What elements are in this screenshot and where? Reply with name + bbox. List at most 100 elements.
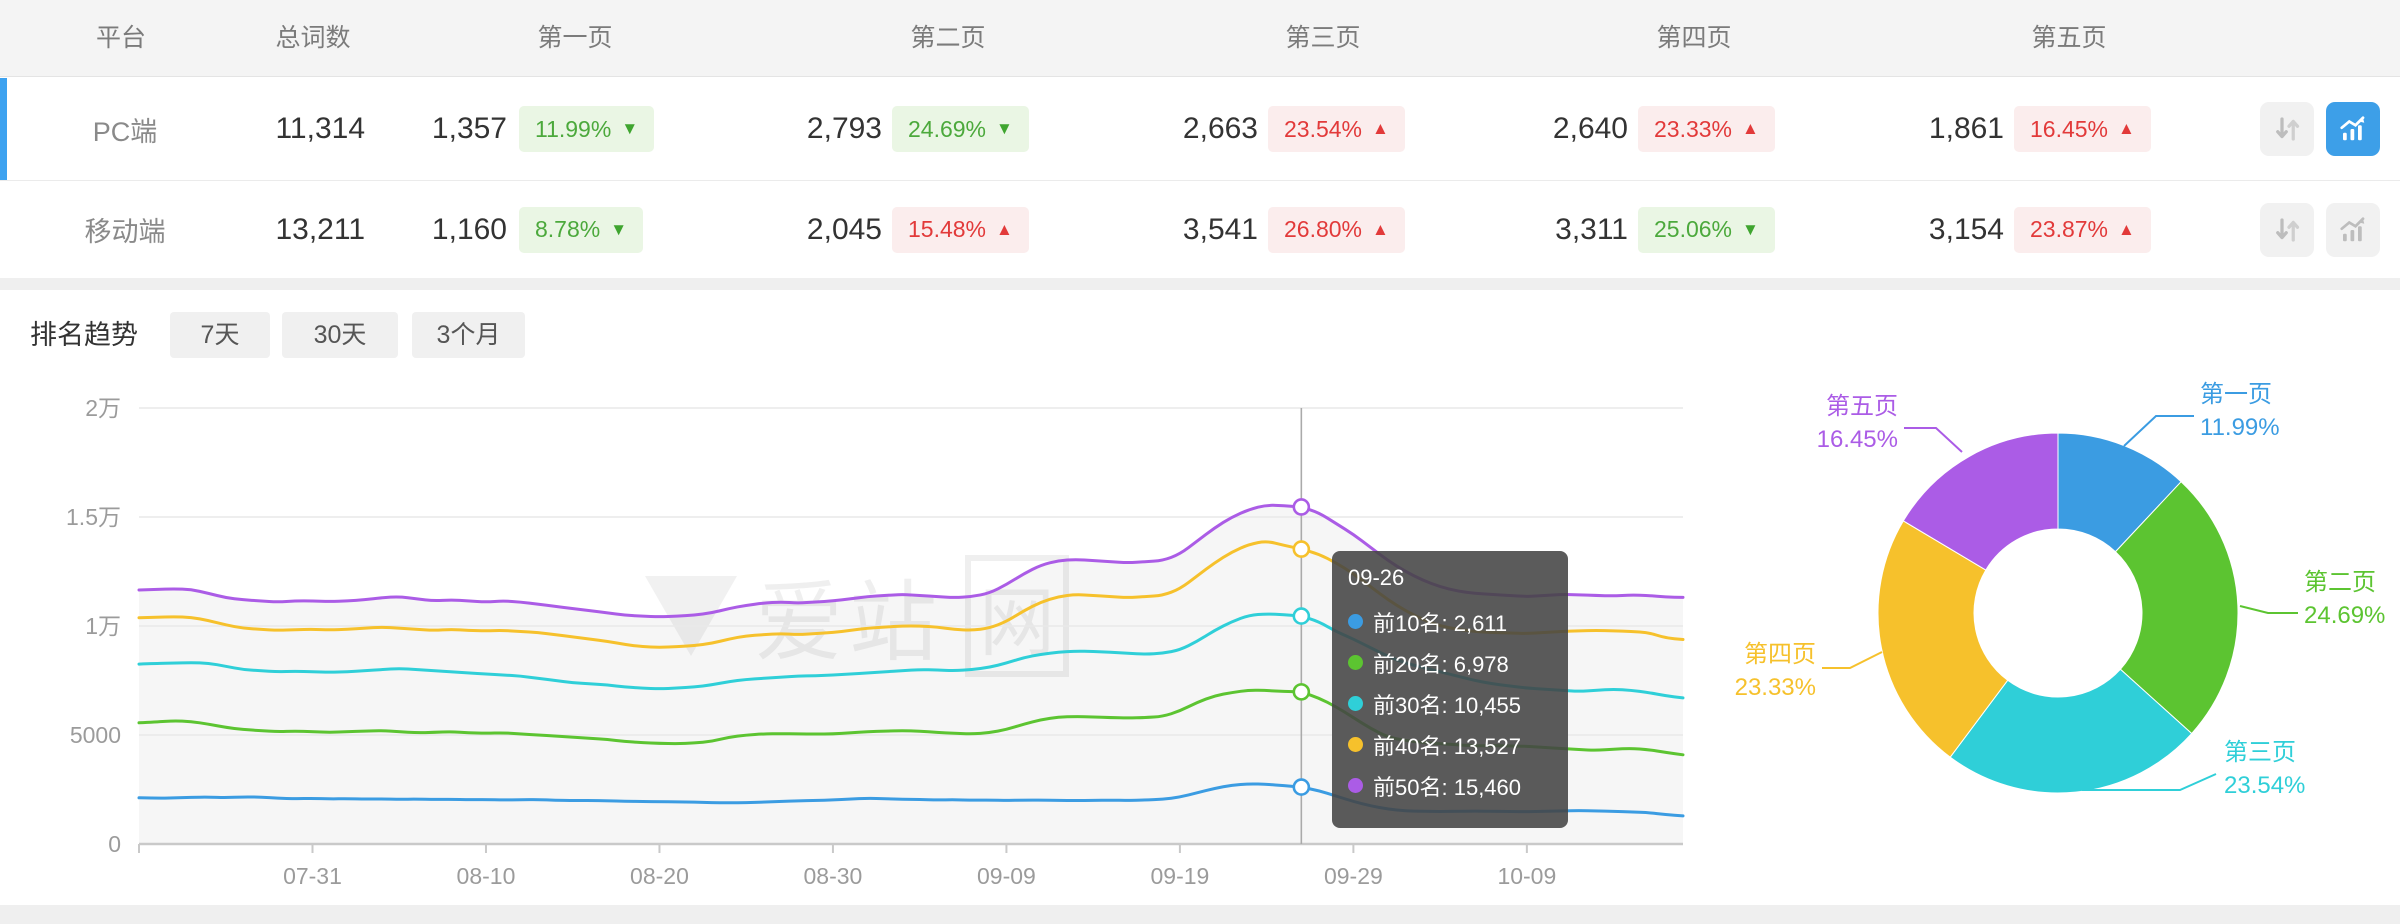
platform-label: PC端 (92, 116, 158, 147)
trend-arrow-icon: ▲ (996, 219, 1013, 239)
page3-count: 3,541 (1182, 212, 1258, 246)
highlight-marker-前20名 (1292, 683, 1311, 701)
y-axis-label: 0 (108, 831, 121, 857)
donut-slice-第三页[interactable] (1949, 668, 2193, 794)
page4-count: 3,311 (1555, 212, 1628, 246)
donut-slice-第四页[interactable] (1877, 520, 2009, 758)
trend-arrow-icon: ▲ (1742, 119, 1759, 138)
tooltip-date: 09-26 (1348, 565, 1405, 590)
watermark: 爱站 网 (645, 552, 1070, 679)
y-axis-label: 5000 (70, 722, 121, 748)
tooltip-text: 前40名: 13,527 (1373, 733, 1522, 759)
page3-count: 2,663 (1182, 112, 1258, 145)
sort-arrows-icon (2276, 117, 2300, 141)
chart-tooltip: 09-26 前10名: 2,611 前20名: 6,978 前30名: 10,4… (1332, 551, 1568, 828)
tooltip-text: 前30名: 10,455 (1373, 692, 1522, 718)
label-text: 第三页 (2224, 739, 2296, 766)
x-axis-label: 07-31 (283, 863, 342, 889)
page5-count: 1,861 (1928, 112, 2004, 145)
page-distribution-donut-chart[interactable] (1720, 290, 2400, 924)
tooltip-text: 前20名: 6,978 (1373, 651, 1509, 677)
watermark-text: 爱站 (755, 573, 944, 672)
label-pct: 16.45% (1816, 426, 1898, 453)
pct-text: 23.87% (2030, 216, 2109, 242)
highlight-marker-前50名 (1292, 498, 1311, 516)
col-header-page3: 第三页 (1285, 24, 1361, 52)
trend-section-title: 排名趋势 (30, 320, 138, 350)
selected-row-indicator (0, 78, 7, 180)
tab-30days[interactable]: 30天 (282, 312, 398, 358)
x-axis-label: 08-30 (804, 863, 863, 889)
donut-label-page1: 第一页 11.99% (2200, 378, 2280, 444)
page5-count: 3,154 (1928, 212, 2004, 246)
trend-chart-button-active[interactable] (2326, 102, 2380, 156)
series-dot-icon (1348, 655, 1363, 670)
pct-text: 8.78% (535, 216, 601, 242)
label-text: 第一页 (2200, 381, 2272, 408)
page1-pct-badge: 8.78% ▼ (519, 206, 644, 253)
tooltip-text: 前50名: 15,460 (1373, 774, 1522, 800)
platform-label: 移动端 (84, 217, 166, 247)
y-axis-label: 1万 (85, 613, 121, 639)
label-connector-第一页 (2123, 415, 2194, 447)
trend-chart-button[interactable] (2326, 203, 2380, 257)
table-header: 平台 总词数 第一页 第二页 第三页 第四页 第五页 (0, 0, 2400, 77)
series-dot-icon (1348, 614, 1363, 629)
x-axis-label: 08-10 (457, 863, 516, 889)
tab-7days[interactable]: 7天 (170, 312, 270, 358)
pct-text: 24.69% (908, 115, 987, 142)
x-axis-label: 10-09 (1497, 863, 1556, 889)
tab-3months[interactable]: 3个月 (412, 312, 525, 358)
x-axis-label: 08-20 (630, 863, 689, 889)
highlight-marker-前40名 (1292, 540, 1311, 558)
compare-button[interactable] (2260, 102, 2314, 156)
page4-count: 2,640 (1552, 112, 1628, 145)
donut-label-page3: 第三页 23.54% (2224, 736, 2305, 802)
col-header-page4: 第四页 (1656, 24, 1732, 52)
watermark-boxed-text: 网 (965, 554, 1070, 677)
page5-pct-badge: 16.45% ▲ (2014, 106, 2151, 152)
table-row-pc[interactable]: PC端 11,314 1,357 11.99% ▼ 2,793 24.69% ▼ 2… (0, 78, 2400, 180)
donut-slice-第一页[interactable] (2057, 432, 2182, 553)
y-axis-label: 2万 (85, 395, 121, 421)
trend-arrow-icon: ▲ (1372, 219, 1389, 239)
donut-slice-第二页[interactable] (2114, 481, 2239, 735)
page4-pct-badge: 23.33% ▲ (1638, 106, 1775, 152)
label-text: 第五页 (1826, 393, 1898, 420)
highlight-marker-前10名 (1292, 778, 1311, 796)
label-connector-第三页 (2082, 773, 2217, 791)
page2-count: 2,793 (806, 112, 882, 145)
x-axis-label: 09-09 (977, 863, 1036, 889)
trend-arrow-icon: ▲ (2118, 119, 2135, 138)
page3-pct-badge: 26.80% ▲ (1268, 206, 1405, 253)
x-axis-label: 09-19 (1150, 863, 1209, 889)
col-header-page1: 第一页 (537, 24, 613, 52)
y-axis-label: 1.5万 (66, 504, 121, 530)
pct-text: 16.45% (2030, 115, 2109, 142)
trend-arrow-icon: ▲ (1372, 119, 1389, 138)
col-header-total: 总词数 (275, 24, 351, 52)
page3-pct-badge: 23.54% ▲ (1268, 106, 1405, 152)
col-header-platform: 平台 (95, 24, 147, 52)
donut-slice-第五页[interactable] (1902, 432, 2059, 571)
pct-text: 23.33% (1654, 115, 1733, 142)
label-connector-第五页 (1904, 427, 1963, 453)
page4-pct-badge: 25.06% ▼ (1638, 206, 1775, 253)
table-row-mobile[interactable]: 移动端 13,211 1,160 8.78% ▼ 2,045 15.48% ▲ 3,… (0, 180, 2400, 278)
tooltip-row: 前50名: 15,460 (1348, 765, 1552, 806)
trend-arrow-icon: ▼ (1742, 219, 1759, 239)
compare-button[interactable] (2260, 203, 2314, 257)
series-dot-icon (1348, 737, 1363, 752)
sort-arrows-icon (2276, 218, 2300, 242)
pct-text: 15.48% (908, 216, 987, 242)
page5-pct-badge: 23.87% ▲ (2014, 206, 2151, 253)
trend-arrow-icon: ▼ (621, 119, 639, 138)
highlight-marker-前30名 (1292, 607, 1311, 625)
donut-label-page5: 第五页 16.45% (1817, 390, 1898, 456)
page2-pct-badge: 15.48% ▲ (892, 206, 1029, 253)
donut-label-page4: 第四页 23.33% (1735, 638, 1816, 704)
page1-count: 1,357 (431, 112, 507, 145)
label-pct: 11.99% (2200, 414, 2280, 441)
label-connector-第二页 (2239, 605, 2298, 614)
label-pct: 24.69% (2304, 602, 2386, 629)
